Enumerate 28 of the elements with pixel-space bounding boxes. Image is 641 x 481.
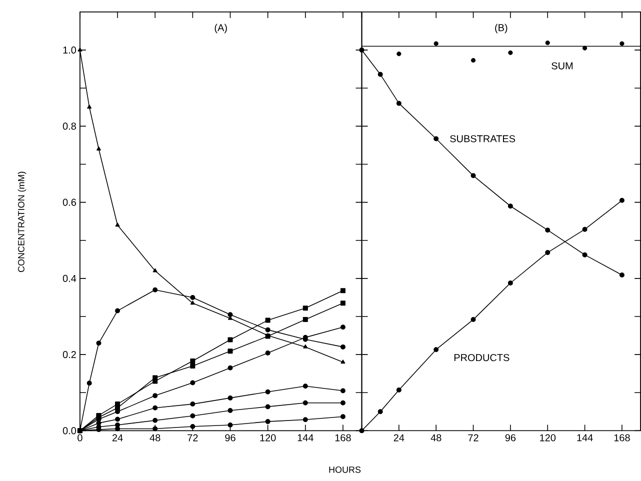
x-tick-label: 24: [112, 434, 123, 442]
x-tick-label: 48: [430, 434, 442, 442]
x-tick-label: 120: [540, 434, 556, 442]
x-tick-label: 168: [335, 434, 351, 442]
y-tick-label: 0.4: [62, 275, 76, 282]
x-tick-label: 144: [577, 434, 593, 442]
x-tick-label: 24: [394, 434, 404, 442]
x-tick-label: 144: [298, 434, 314, 442]
text: (B): [495, 24, 508, 34]
text: (A): [214, 24, 227, 34]
series-label: SUBSTRATES: [450, 135, 516, 142]
x-tick-label: 96: [505, 434, 516, 442]
x-tick-label: 0: [78, 434, 82, 442]
series-label: PRODUCTS: [454, 354, 510, 362]
x-tick-label: 168: [614, 434, 630, 442]
y-tick-label: 1.0: [63, 46, 76, 54]
y-tick-label: 0.8: [62, 122, 76, 130]
series-label: SUM: [552, 62, 573, 70]
x-tick-label: 48: [150, 434, 160, 442]
y-tick-label: 0.6: [62, 198, 76, 206]
y-tick-label: 0.2: [62, 351, 76, 358]
x-tick-label: 72: [468, 434, 478, 442]
x-tick-label: 72: [188, 434, 198, 442]
y-axis-title: CONCENTRATION (mM): [18, 172, 26, 272]
x-tick-label: 120: [260, 434, 276, 442]
y-tick-label: 0.0: [62, 427, 76, 434]
x-tick-label: 96: [225, 434, 236, 442]
x-axis-title: HOURS: [329, 466, 361, 474]
